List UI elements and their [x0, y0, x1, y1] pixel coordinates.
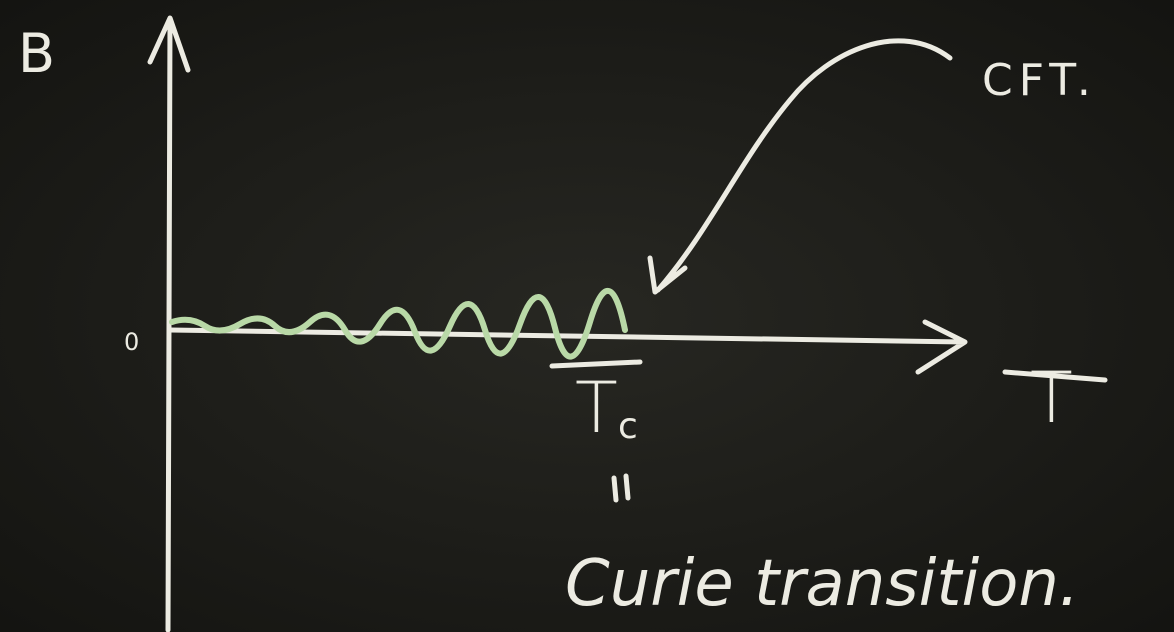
- blackboard: B 0 T CFT. T c Curie transition.: [0, 0, 1174, 632]
- y-axis-label: B: [18, 22, 55, 85]
- origin-label: 0: [124, 328, 139, 356]
- caption: Curie transition.: [565, 547, 1079, 621]
- critical-temp-symbol: T: [575, 367, 618, 449]
- x-axis-label: T: [1030, 357, 1073, 439]
- critical-temp-subscript: c: [618, 406, 638, 447]
- page: B 0 T CFT. T c Curie transition. (() => …: [0, 0, 1174, 632]
- cft-label: CFT.: [982, 55, 1097, 106]
